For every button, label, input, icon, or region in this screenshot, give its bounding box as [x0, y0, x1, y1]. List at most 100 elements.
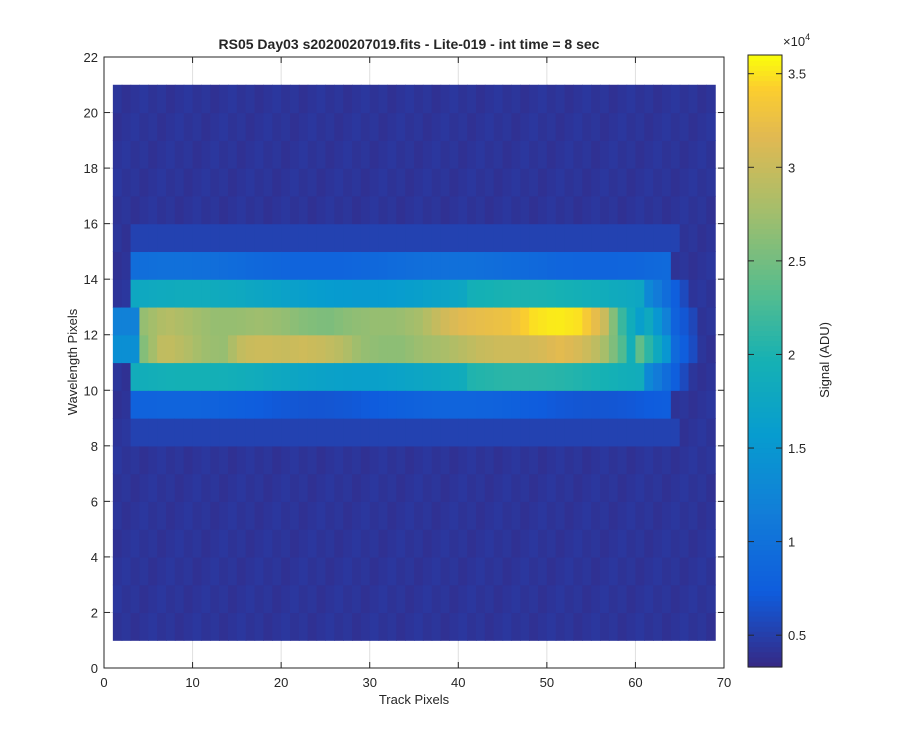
- heatmap-cell: [626, 334, 637, 364]
- heatmap-cell: [236, 473, 247, 502]
- heatmap-cell: [352, 529, 362, 558]
- heatmap-cell: [148, 251, 158, 280]
- heatmap-cell: [573, 529, 583, 558]
- heatmap-cell: [555, 306, 566, 336]
- heatmap-cell: [484, 223, 495, 253]
- heatmap-cell: [564, 223, 575, 253]
- x-tick-label: 0: [100, 675, 107, 690]
- heatmap-cell: [484, 112, 495, 141]
- heatmap-cell: [520, 362, 530, 391]
- heatmap-cell: [600, 223, 610, 253]
- colorbar-band: [748, 315, 782, 321]
- heatmap-cell: [617, 529, 628, 558]
- heatmap-cell: [369, 501, 380, 530]
- colorbar-band: [748, 162, 782, 168]
- heatmap-cell: [564, 195, 575, 225]
- heatmap-cell: [591, 251, 601, 280]
- heatmap-cell: [219, 140, 229, 169]
- heatmap-cell: [670, 473, 681, 502]
- heatmap-cell: [484, 556, 495, 586]
- heatmap-cell: [511, 223, 521, 253]
- heatmap-cell: [174, 529, 185, 558]
- heatmap-cell: [608, 501, 619, 530]
- heatmap-cell: [617, 473, 628, 502]
- heatmap-cell: [564, 529, 575, 558]
- heatmap-cell: [343, 584, 353, 614]
- heatmap-cell: [414, 584, 424, 614]
- heatmap-cell: [201, 529, 211, 558]
- heatmap-cell: [245, 195, 256, 225]
- heatmap-cell: [139, 529, 149, 558]
- heatmap-cell: [706, 612, 716, 641]
- heatmap-cell: [396, 168, 406, 197]
- heatmap-cell: [573, 612, 583, 641]
- heatmap-cell: [343, 362, 353, 391]
- colorbar: 0.511.522.533.5 ×104 Signal (ADU): [747, 32, 832, 668]
- heatmap-cell: [121, 84, 132, 114]
- heatmap-cell: [467, 418, 477, 447]
- heatmap-cell: [635, 251, 645, 280]
- heatmap-cell: [538, 390, 548, 419]
- heatmap-cell: [228, 362, 238, 391]
- heatmap-cell: [148, 112, 158, 141]
- heatmap-cell: [245, 140, 256, 169]
- heatmap-cell: [396, 529, 406, 558]
- heatmap-cell: [334, 223, 344, 253]
- heatmap-cell: [210, 84, 220, 114]
- heatmap-cell: [414, 556, 424, 586]
- heatmap-cell: [529, 334, 539, 364]
- heatmap-cell: [307, 529, 318, 558]
- heatmap-cell: [369, 529, 380, 558]
- heatmap-cell: [582, 418, 592, 447]
- heatmap-cell: [245, 168, 256, 197]
- y-tick-label: 14: [84, 272, 98, 287]
- heatmap-cell: [511, 584, 521, 614]
- heatmap-cell: [617, 612, 628, 641]
- heatmap-cell: [281, 501, 291, 530]
- heatmap-cell: [121, 473, 132, 502]
- heatmap-cell: [511, 334, 521, 364]
- heatmap-cell: [157, 612, 167, 641]
- heatmap-cell: [670, 140, 681, 169]
- heatmap-cell: [290, 418, 300, 447]
- heatmap-cell: [600, 362, 610, 391]
- colorbar-band: [748, 565, 782, 571]
- colorbar-band: [748, 534, 782, 541]
- heatmap-cell: [617, 223, 628, 253]
- colorbar-ticks: 0.511.522.533.5: [748, 67, 806, 643]
- heatmap-cell: [130, 473, 141, 502]
- heatmap-cell: [290, 390, 300, 419]
- heatmap-cell: [511, 390, 521, 419]
- heatmap-cell: [263, 140, 273, 169]
- heatmap-cell: [343, 390, 353, 419]
- heatmap-cell: [458, 501, 468, 530]
- heatmap-cell: [139, 501, 149, 530]
- heatmap-cell: [245, 279, 256, 308]
- heatmap-cell: [334, 473, 344, 502]
- heatmap-cell: [396, 140, 406, 169]
- colorbar-band: [748, 514, 782, 520]
- heatmap-cell: [263, 334, 273, 364]
- heatmap-cell: [697, 279, 707, 308]
- heatmap-cell: [263, 362, 273, 391]
- heatmap-cell: [228, 445, 238, 475]
- colorbar-tick-label: 1.5: [788, 441, 806, 456]
- heatmap-cell: [325, 473, 335, 502]
- heatmap-cell: [281, 223, 291, 253]
- colorbar-band: [748, 284, 782, 291]
- heatmap-cell: [414, 501, 424, 530]
- heatmap-cell: [387, 140, 397, 169]
- heatmap-cell: [670, 556, 681, 586]
- heatmap-cell: [467, 473, 477, 502]
- heatmap-cell: [112, 251, 123, 280]
- heatmap-cell: [670, 195, 681, 225]
- heatmap-cell: [130, 529, 141, 558]
- heatmap-cell: [360, 112, 371, 141]
- colorbar-band: [748, 75, 782, 82]
- heatmap-cell: [334, 418, 344, 447]
- heatmap-cell: [511, 473, 521, 502]
- heatmap-cell: [529, 306, 539, 336]
- heatmap-cell: [139, 195, 149, 225]
- heatmap-cell: [493, 362, 504, 391]
- heatmap-cell: [626, 418, 637, 447]
